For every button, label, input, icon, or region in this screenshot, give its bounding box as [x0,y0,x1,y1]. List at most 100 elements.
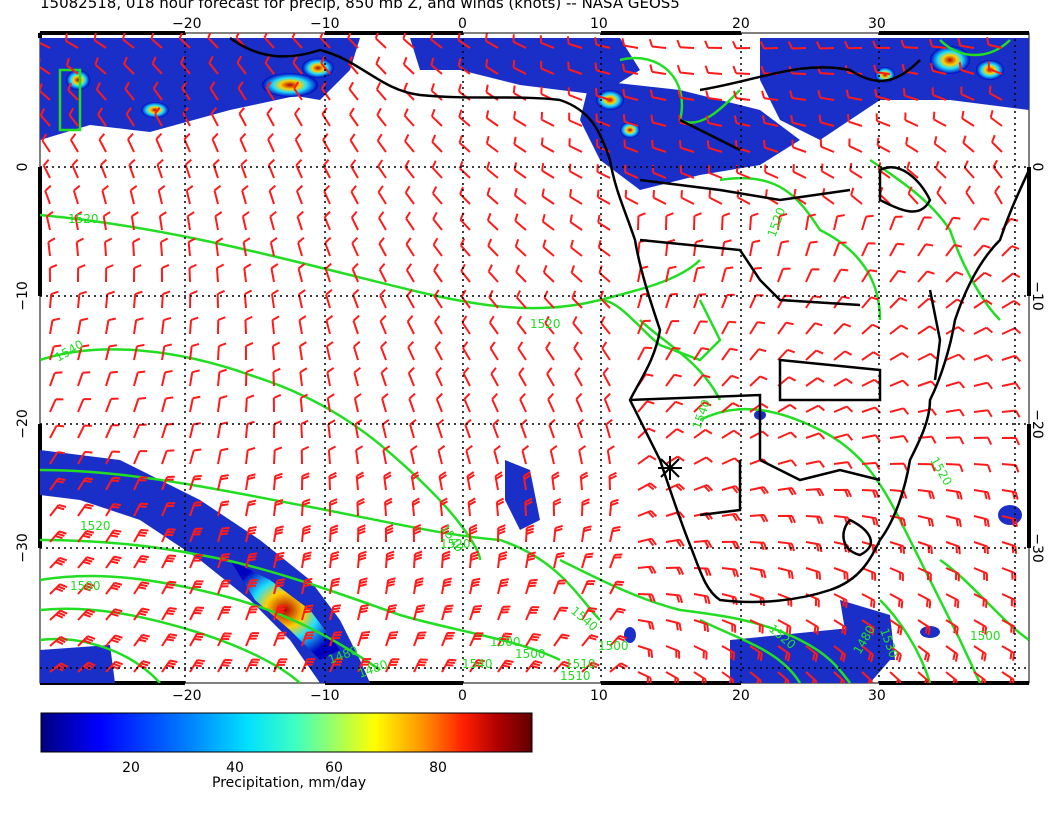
wind-barb [573,341,583,361]
wind-barb [833,377,853,387]
wind-barb [299,367,308,387]
wind-barb [301,472,310,491]
wind-barb [568,138,583,153]
wind-barb [889,567,904,582]
wind-barb [833,433,854,441]
wind-barb [805,671,818,683]
wind-barb [352,288,360,309]
wind-barb [404,185,415,205]
wind-barb [49,662,69,673]
wind-barb [273,631,287,647]
wind-barb [848,138,863,153]
wind-barb [597,214,611,231]
wind-barb [1001,463,1020,473]
wind-barb [665,483,686,492]
wind-barb [409,445,418,465]
wind-barb [513,162,527,179]
wind-barb [469,632,484,647]
wind-barb [40,58,51,75]
wind-barb [861,489,880,499]
wind-barb [917,463,936,472]
wind-barb [77,424,92,439]
wind-barb [188,263,197,283]
wind-barb [945,671,958,683]
wind-barb [133,423,147,439]
wind-barb [178,33,191,49]
wind-barb [637,482,657,491]
lat-label-left: −20 [15,409,31,439]
wind-barb [693,401,712,413]
wind-barb [319,33,331,49]
wind-barb [693,593,711,605]
wind-barb [291,33,303,49]
wind-barb [186,211,195,231]
wind-barb [161,580,177,595]
wind-barb [49,477,66,491]
wind-barb [217,474,229,491]
wind-barb [215,237,224,257]
wind-barb [637,346,653,361]
wind-barb [791,139,807,153]
wind-barb [889,515,907,527]
wind-barb [161,449,175,465]
wind-barb [105,264,114,283]
wind-barb [930,63,947,75]
wind-barb [217,526,230,543]
wind-barb [994,185,1003,205]
wind-barb [1001,327,1022,335]
wind-barb [273,446,283,465]
wind-barb [973,326,993,335]
wind-barb [133,555,149,569]
wind-barb [515,290,527,309]
lon-label-top: 10 [590,16,608,32]
wind-barb [521,444,530,465]
wind-barb [243,263,252,283]
wind-barb [945,463,964,473]
wind-barb [271,315,280,335]
wind-barb [354,419,363,439]
wind-barb [154,107,163,127]
wind-barb [973,217,990,231]
wind-barb [553,524,563,543]
wind-barb [357,631,371,647]
wind-barb [721,567,740,578]
wind-barb [861,214,874,231]
wind-barb [404,134,415,153]
wind-barb [544,315,555,335]
wind-barb [105,476,121,491]
wind-barb [49,290,59,309]
wind-barb [676,39,695,49]
wind-barb [486,161,499,179]
wind-barb [413,550,423,569]
wind-barb [458,135,471,153]
wind-barb [406,315,415,335]
wind-barb [721,645,736,661]
wind-barb [296,210,304,231]
wind-barb [189,395,201,413]
wind-barb [889,407,910,415]
wind-barb [721,671,735,683]
wind-barb [379,314,387,335]
wind-barb [431,186,443,205]
wind-barb [721,540,741,550]
wind-barb [161,606,177,621]
wind-barb [133,528,149,543]
wind-barb [413,658,428,673]
wind-barb [704,65,723,75]
wind-barb [609,662,629,673]
wind-barb [917,489,935,500]
wind-barb [693,374,711,387]
wind-barb [917,243,934,257]
colorbar-tick: 40 [226,760,244,776]
wind-barb [861,671,874,683]
wind-barb [945,271,964,283]
wind-barb [665,455,685,465]
wind-barb [49,398,64,413]
wind-barb [105,503,121,517]
wind-barb [187,237,196,257]
wind-barb [273,551,285,569]
wind-barb [102,211,111,231]
wind-barb [189,343,200,361]
wind-barb [850,187,863,205]
wind-barb [606,445,615,465]
